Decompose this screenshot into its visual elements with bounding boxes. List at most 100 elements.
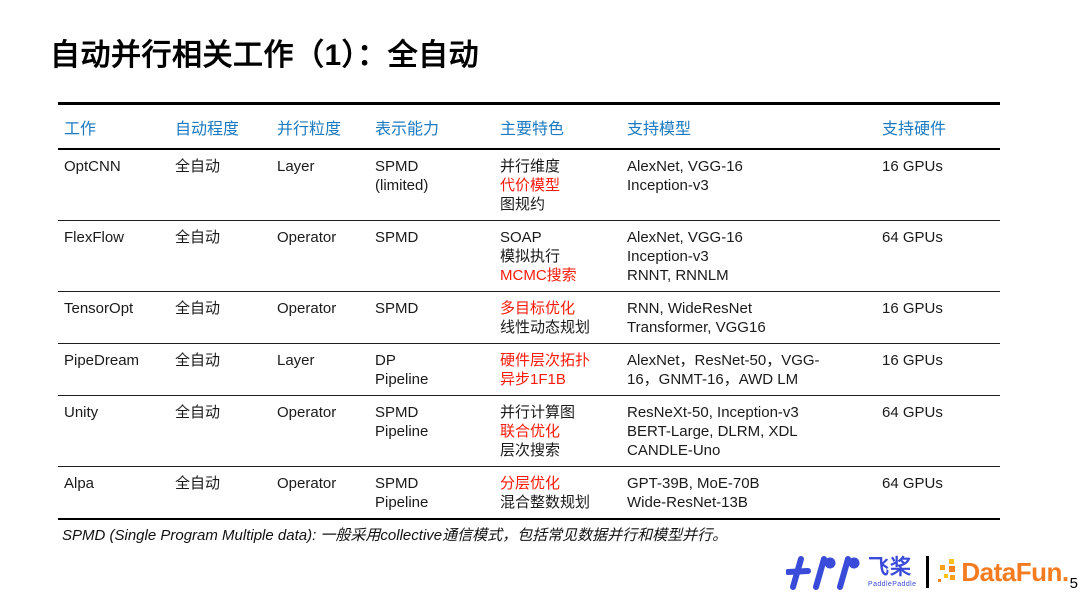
cell-line: 64 GPUs: [882, 475, 943, 492]
page-title: 自动并行相关工作（1）：全自动: [50, 39, 480, 72]
table-cell: 64 GPUs: [876, 467, 1000, 518]
cell-line: SPMD: [375, 300, 419, 317]
table-cell: 16 GPUs: [876, 344, 1000, 395]
table-cell: 16 GPUs: [876, 150, 1000, 220]
cell-line: DP: [375, 352, 396, 369]
table-cell: 全自动: [169, 396, 271, 466]
table-body: OptCNN 全自动 Layer SPMD (limited) 并行维度 代价模型 图规约 Al…: [58, 150, 1000, 520]
cell-line: 16 GPUs: [882, 300, 943, 317]
table-cell: TensorOpt: [58, 292, 169, 343]
cell-line: 并行维度: [500, 158, 561, 175]
table-cell: AlexNet, VGG-16 Inception-v3 RNNT, RNNLM: [621, 221, 876, 291]
cell-line: 分层优化: [500, 475, 561, 492]
table-cell: Layer: [271, 344, 369, 395]
table-row: Alpa 全自动 Operator SPMD Pipeline 分层优化 混合整数规划 GPT…: [58, 467, 1000, 520]
table-cell: Operator: [271, 396, 369, 466]
cell-line: 联合优化: [500, 423, 561, 440]
paddlepaddle-en-label: PaddlePaddle: [868, 580, 917, 588]
paddlepaddle-monogram-icon: [786, 556, 860, 590]
cell-line: GPT-39B, MoE-70B: [627, 475, 760, 492]
table-cell: DP Pipeline: [369, 344, 494, 395]
cell-line: 层次搜索: [500, 442, 561, 459]
cell-line: 多目标优化: [500, 300, 576, 317]
paddlepaddle-cn-label: 飞桨: [868, 555, 912, 579]
table-cell: 多目标优化线性动态规划: [494, 292, 621, 343]
paddlepaddle-wordmark: 飞桨 PaddlePaddle: [868, 557, 916, 588]
cell-line: 全自动: [175, 475, 221, 492]
table-cell: 全自动: [169, 150, 271, 220]
cell-line: FlexFlow: [64, 229, 125, 246]
datafun-wordmark: DataFun.: [961, 556, 1069, 587]
cell-line: 混合整数规划: [500, 494, 591, 511]
cell-line: Inception-v3: [627, 248, 709, 265]
table-cell: AlexNet, VGG-16 Inception-v3: [621, 150, 876, 220]
cell-line: SPMD: [375, 404, 419, 421]
cell-line: Layer: [277, 352, 315, 369]
cell-line: Inception-v3: [627, 177, 709, 194]
cell-line: Wide-ResNet-13B: [627, 494, 748, 511]
table-cell: 全自动: [169, 467, 271, 518]
cell-line: Operator: [277, 300, 337, 317]
cell-line: 线性动态规划: [500, 319, 591, 336]
cell-line: Pipeline: [375, 371, 429, 388]
cell-line: (limited): [375, 177, 429, 194]
table-row: PipeDream 全自动 Layer DP Pipeline 硬件层次拓扑 异步1F1B A…: [58, 344, 1000, 396]
table-cell: 64 GPUs: [876, 396, 1000, 466]
table-cell: OptCNN: [58, 150, 169, 220]
table-cell: 硬件层次拓扑 异步1F1B: [494, 344, 621, 395]
table-cell: 全自动: [169, 292, 271, 343]
column-header-automation-degree: 自动程度: [175, 121, 240, 138]
table-cell: PipeDream: [58, 344, 169, 395]
cell-line: RNN, WideResNet: [627, 300, 753, 317]
cell-line: 代价模型: [500, 177, 561, 194]
cell-line: Pipeline: [375, 423, 429, 440]
cell-line: 64 GPUs: [882, 404, 943, 421]
table-cell: 全自动: [169, 344, 271, 395]
column-header-representation: 表示能力: [375, 121, 440, 138]
cell-line: 图规约: [500, 196, 546, 213]
table-header-row: 工作 自动程度 并行粒度 表示能力 主要特色 支持模型 支持硬件: [58, 105, 1000, 150]
table-cell: SPMD: [369, 292, 494, 343]
cell-line: 并行计算图: [500, 404, 576, 421]
table-cell: FlexFlow: [58, 221, 169, 291]
logo-separator: [926, 556, 930, 588]
cell-line: 全自动: [175, 300, 221, 317]
table-cell: 并行计算图联合优化层次搜索: [494, 396, 621, 466]
cell-line: Layer: [277, 158, 315, 175]
table-row: FlexFlow 全自动 Operator SPMD SOAP 模拟执行 MCMC搜索 Ale…: [58, 221, 1000, 292]
table-cell: SPMD (limited): [369, 150, 494, 220]
table-cell: 16 GPUs: [876, 292, 1000, 343]
cell-line: CANDLE-Uno: [627, 442, 721, 459]
table-cell: Layer: [271, 150, 369, 220]
datafun-pixels-icon: [938, 559, 956, 582]
table-cell: Operator: [271, 221, 369, 291]
table-cell: AlexNet，ResNet-50，VGG- 16，GNMT-16，AWD LM: [621, 344, 876, 395]
cell-line: MCMC搜索: [500, 267, 577, 284]
cell-line: Operator: [277, 404, 337, 421]
cell-line: PipeDream: [64, 352, 140, 369]
cell-line: Transformer, VGG16: [627, 319, 766, 336]
table-cell: Unity: [58, 396, 169, 466]
cell-line: AlexNet, VGG-16: [627, 229, 743, 246]
cell-line: ResNeXt-50, Inception-v3: [627, 404, 799, 421]
table-row: TensorOpt 全自动 Operator SPMD 多目标优化 线性动态规划 RNN, …: [58, 292, 1000, 344]
column-header-work: 工作: [64, 121, 97, 138]
cell-line: 模拟执行: [500, 248, 561, 265]
table-cell: 并行维度代价模型图规约: [494, 150, 621, 220]
cell-line: 16 GPUs: [882, 158, 943, 175]
table-cell: RNN, WideResNet Transformer, VGG16: [621, 292, 876, 343]
cell-line: 硬件层次拓扑: [500, 352, 591, 369]
table-cell: SPMD: [369, 221, 494, 291]
table-cell: Operator: [271, 292, 369, 343]
table-cell: 64 GPUs: [876, 221, 1000, 291]
table-cell: Alpa: [58, 467, 169, 518]
column-header-supported-hardware: 支持硬件: [882, 121, 947, 138]
cell-line: 64 GPUs: [882, 229, 943, 246]
cell-line: AlexNet, VGG-16: [627, 158, 743, 175]
column-header-parallel-granularity: 并行粒度: [277, 121, 342, 138]
cell-line: 异步1F1B: [500, 371, 566, 388]
cell-line: OptCNN: [64, 158, 121, 175]
cell-line: SPMD: [375, 475, 419, 492]
cell-line: 16 GPUs: [882, 352, 943, 369]
